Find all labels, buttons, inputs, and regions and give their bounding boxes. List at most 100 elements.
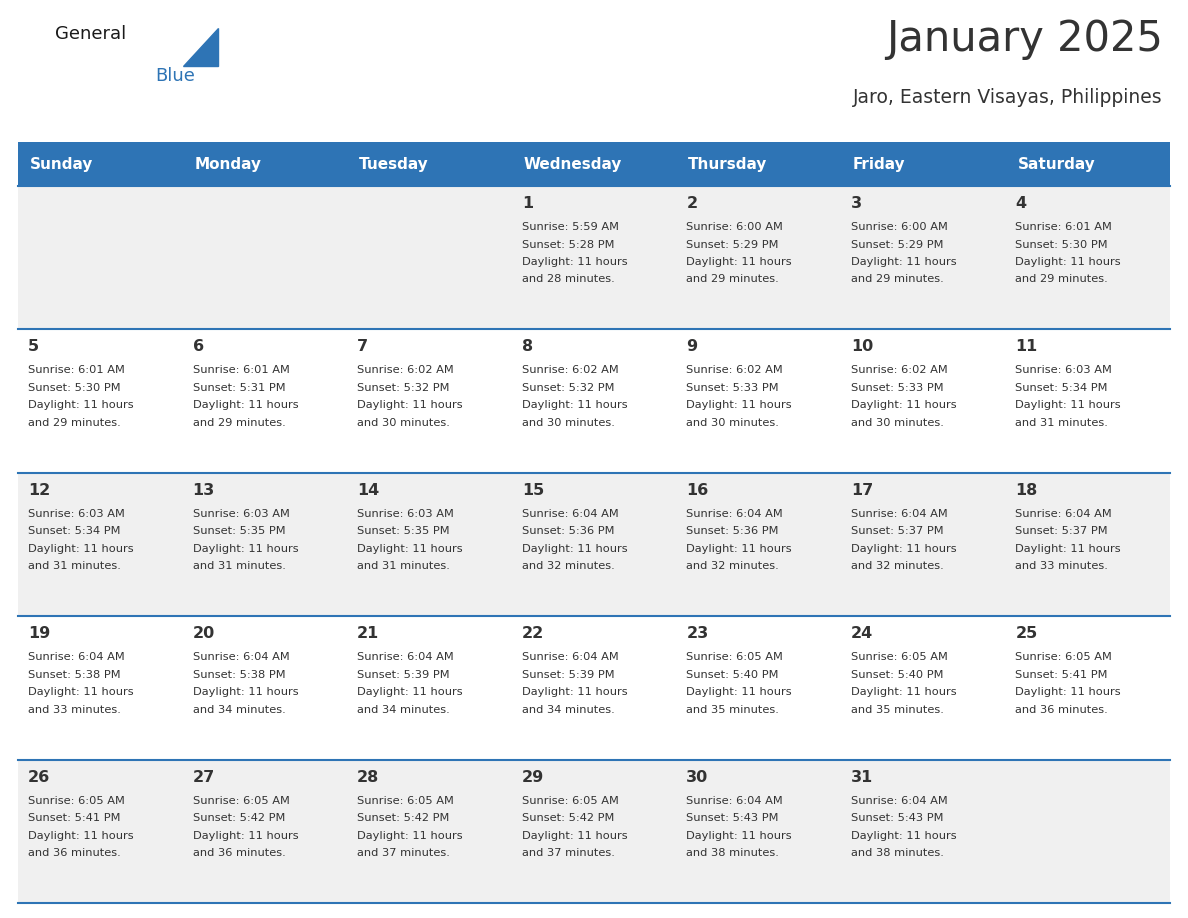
Text: Sunset: 5:37 PM: Sunset: 5:37 PM [851, 526, 943, 536]
Text: Sunrise: 6:05 AM: Sunrise: 6:05 AM [687, 652, 783, 662]
Text: Sunset: 5:30 PM: Sunset: 5:30 PM [1016, 240, 1108, 250]
Text: 11: 11 [1016, 340, 1037, 354]
Text: Daylight: 11 hours: Daylight: 11 hours [1016, 400, 1121, 410]
Text: Daylight: 11 hours: Daylight: 11 hours [29, 543, 133, 554]
Text: 20: 20 [192, 626, 215, 641]
Text: Sunset: 5:40 PM: Sunset: 5:40 PM [687, 670, 779, 679]
Text: and 31 minutes.: and 31 minutes. [29, 561, 121, 571]
Bar [18, 759, 1170, 903]
Text: Sunset: 5:35 PM: Sunset: 5:35 PM [192, 526, 285, 536]
Text: Daylight: 11 hours: Daylight: 11 hours [687, 543, 792, 554]
Text: and 35 minutes.: and 35 minutes. [851, 705, 943, 715]
Text: Sunrise: 6:04 AM: Sunrise: 6:04 AM [687, 509, 783, 519]
Text: Daylight: 11 hours: Daylight: 11 hours [851, 831, 956, 841]
Text: Sunset: 5:36 PM: Sunset: 5:36 PM [522, 526, 614, 536]
Text: Sunset: 5:43 PM: Sunset: 5:43 PM [687, 813, 779, 823]
Text: Sunrise: 6:00 AM: Sunrise: 6:00 AM [687, 222, 783, 232]
Text: Sunset: 5:33 PM: Sunset: 5:33 PM [687, 383, 779, 393]
Text: 8: 8 [522, 340, 533, 354]
Text: Jaro, Eastern Visayas, Philippines: Jaro, Eastern Visayas, Philippines [853, 88, 1163, 107]
Text: and 31 minutes.: and 31 minutes. [1016, 418, 1108, 428]
Text: Sunset: 5:39 PM: Sunset: 5:39 PM [522, 670, 614, 679]
Text: 31: 31 [851, 769, 873, 785]
Text: Daylight: 11 hours: Daylight: 11 hours [522, 688, 627, 697]
Text: Sunrise: 6:00 AM: Sunrise: 6:00 AM [851, 222, 948, 232]
Text: 5: 5 [29, 340, 39, 354]
Text: and 36 minutes.: and 36 minutes. [1016, 705, 1108, 715]
Text: Sunset: 5:32 PM: Sunset: 5:32 PM [358, 383, 449, 393]
Text: and 29 minutes.: and 29 minutes. [851, 274, 943, 285]
Text: Sunrise: 6:01 AM: Sunrise: 6:01 AM [29, 365, 125, 375]
Text: Daylight: 11 hours: Daylight: 11 hours [687, 400, 792, 410]
Text: and 30 minutes.: and 30 minutes. [851, 418, 943, 428]
Text: Daylight: 11 hours: Daylight: 11 hours [358, 400, 463, 410]
Text: Daylight: 11 hours: Daylight: 11 hours [1016, 688, 1121, 697]
Text: Sunset: 5:30 PM: Sunset: 5:30 PM [29, 383, 121, 393]
Text: Daylight: 11 hours: Daylight: 11 hours [358, 688, 463, 697]
Text: 17: 17 [851, 483, 873, 498]
Text: 13: 13 [192, 483, 215, 498]
Text: Sunrise: 6:03 AM: Sunrise: 6:03 AM [192, 509, 290, 519]
Text: Daylight: 11 hours: Daylight: 11 hours [522, 400, 627, 410]
Text: and 33 minutes.: and 33 minutes. [29, 705, 121, 715]
Text: Friday: Friday [853, 156, 905, 172]
Text: Sunrise: 6:01 AM: Sunrise: 6:01 AM [1016, 222, 1112, 232]
Text: Daylight: 11 hours: Daylight: 11 hours [851, 400, 956, 410]
Text: Sunrise: 6:01 AM: Sunrise: 6:01 AM [192, 365, 290, 375]
Text: 30: 30 [687, 769, 708, 785]
Text: and 36 minutes.: and 36 minutes. [29, 848, 121, 858]
Text: and 31 minutes.: and 31 minutes. [192, 561, 285, 571]
Text: and 38 minutes.: and 38 minutes. [687, 848, 779, 858]
Text: and 35 minutes.: and 35 minutes. [687, 705, 779, 715]
Text: Sunrise: 6:04 AM: Sunrise: 6:04 AM [1016, 509, 1112, 519]
Text: and 34 minutes.: and 34 minutes. [522, 705, 614, 715]
Text: Daylight: 11 hours: Daylight: 11 hours [851, 257, 956, 267]
Text: Sunrise: 6:05 AM: Sunrise: 6:05 AM [192, 796, 290, 806]
Text: Daylight: 11 hours: Daylight: 11 hours [522, 831, 627, 841]
Text: Sunrise: 6:04 AM: Sunrise: 6:04 AM [29, 652, 125, 662]
Text: Sunrise: 6:03 AM: Sunrise: 6:03 AM [1016, 365, 1112, 375]
Text: 19: 19 [29, 626, 50, 641]
Text: 4: 4 [1016, 196, 1026, 211]
Text: 3: 3 [851, 196, 862, 211]
Text: Wednesday: Wednesday [524, 156, 623, 172]
Text: 6: 6 [192, 340, 203, 354]
Text: Daylight: 11 hours: Daylight: 11 hours [192, 831, 298, 841]
Text: 26: 26 [29, 769, 50, 785]
Text: Sunrise: 6:05 AM: Sunrise: 6:05 AM [358, 796, 454, 806]
Text: Daylight: 11 hours: Daylight: 11 hours [687, 831, 792, 841]
Text: Sunrise: 6:05 AM: Sunrise: 6:05 AM [851, 652, 948, 662]
Text: 27: 27 [192, 769, 215, 785]
Text: and 34 minutes.: and 34 minutes. [192, 705, 285, 715]
Text: and 31 minutes.: and 31 minutes. [358, 561, 450, 571]
Text: Sunset: 5:28 PM: Sunset: 5:28 PM [522, 240, 614, 250]
Text: 2: 2 [687, 196, 697, 211]
Text: 22: 22 [522, 626, 544, 641]
Text: Sunrise: 6:02 AM: Sunrise: 6:02 AM [851, 365, 948, 375]
Text: and 32 minutes.: and 32 minutes. [851, 561, 943, 571]
Text: and 30 minutes.: and 30 minutes. [522, 418, 614, 428]
Bar [18, 616, 1170, 759]
Text: Daylight: 11 hours: Daylight: 11 hours [1016, 543, 1121, 554]
Text: and 32 minutes.: and 32 minutes. [522, 561, 614, 571]
Text: 28: 28 [358, 769, 379, 785]
Text: Sunset: 5:34 PM: Sunset: 5:34 PM [1016, 383, 1108, 393]
Text: Sunset: 5:31 PM: Sunset: 5:31 PM [192, 383, 285, 393]
Text: Sunset: 5:42 PM: Sunset: 5:42 PM [358, 813, 449, 823]
Text: and 29 minutes.: and 29 minutes. [1016, 274, 1108, 285]
Text: Blue: Blue [154, 67, 195, 85]
Text: 1: 1 [522, 196, 533, 211]
Text: 10: 10 [851, 340, 873, 354]
Text: General: General [55, 25, 126, 43]
Text: Daylight: 11 hours: Daylight: 11 hours [851, 543, 956, 554]
Text: and 29 minutes.: and 29 minutes. [687, 274, 779, 285]
Text: Daylight: 11 hours: Daylight: 11 hours [29, 831, 133, 841]
Text: 9: 9 [687, 340, 697, 354]
Text: and 29 minutes.: and 29 minutes. [29, 418, 121, 428]
Text: 21: 21 [358, 626, 379, 641]
Text: Sunset: 5:34 PM: Sunset: 5:34 PM [29, 526, 120, 536]
Text: Sunset: 5:43 PM: Sunset: 5:43 PM [851, 813, 943, 823]
Text: Sunset: 5:40 PM: Sunset: 5:40 PM [851, 670, 943, 679]
Text: Sunrise: 6:04 AM: Sunrise: 6:04 AM [851, 509, 948, 519]
Text: 15: 15 [522, 483, 544, 498]
